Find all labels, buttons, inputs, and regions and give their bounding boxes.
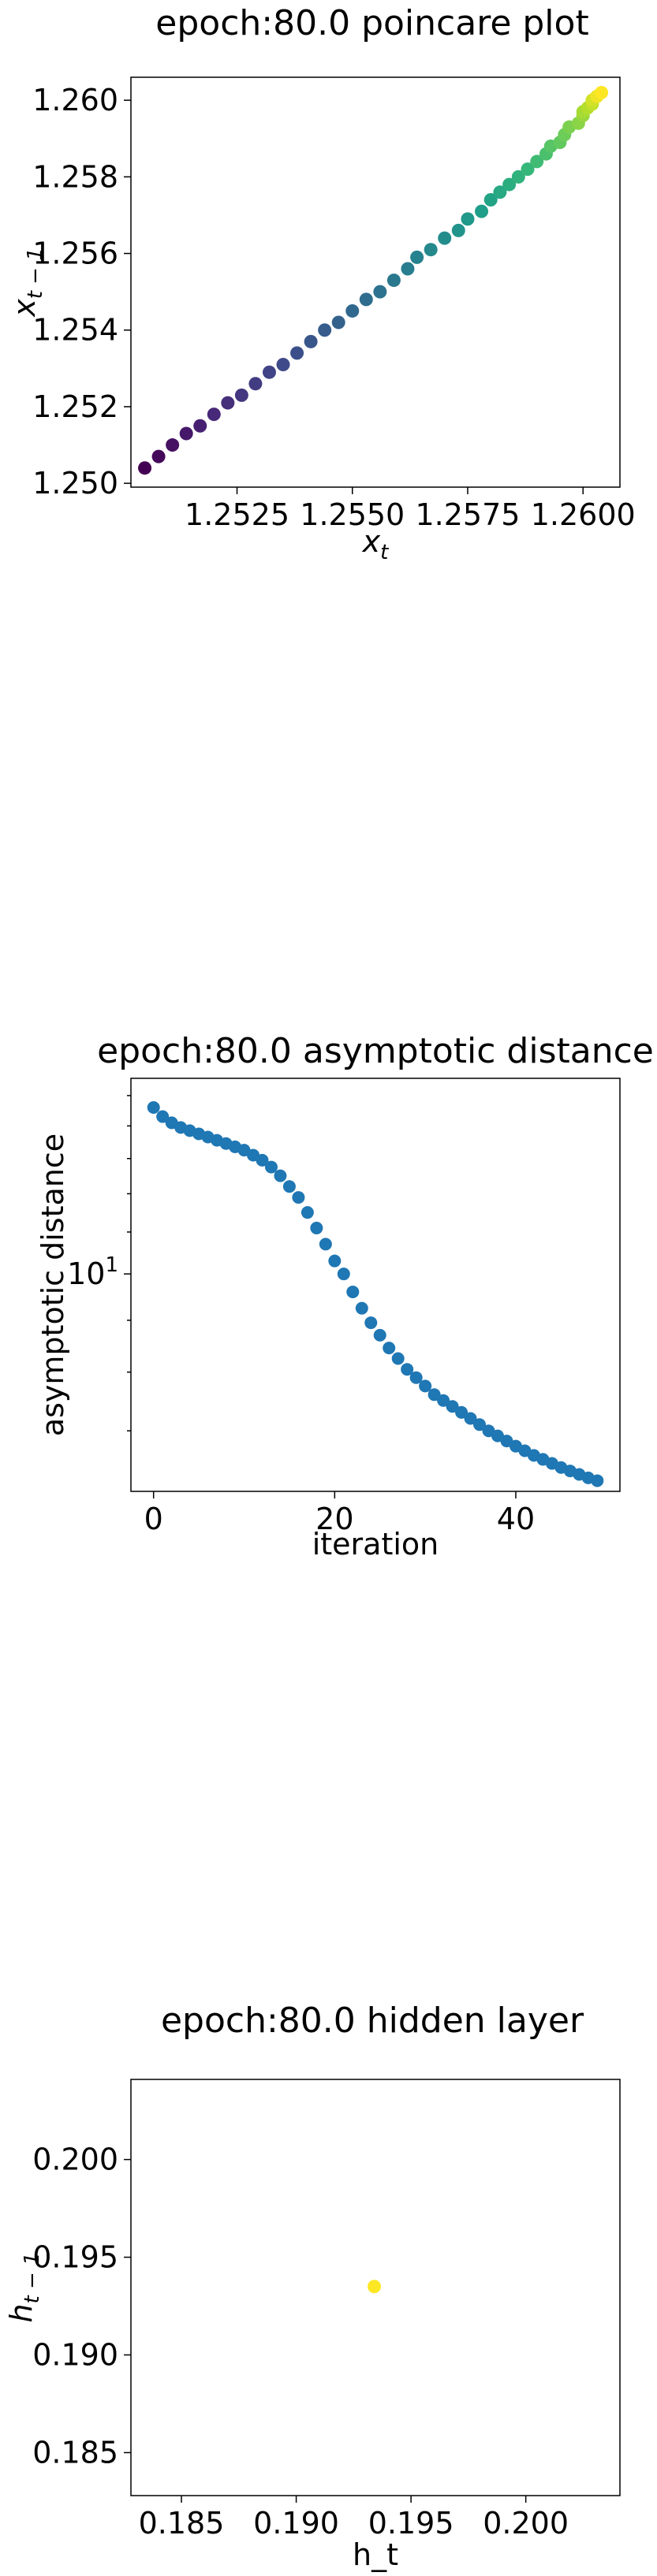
data-point [166, 438, 179, 452]
data-point [345, 304, 359, 318]
y-tick-label: 101 [67, 1253, 118, 1291]
data-point [180, 426, 193, 440]
data-point [364, 1316, 377, 1329]
data-point [221, 396, 234, 410]
chart-title: epoch:80.0 asymptotic distance [97, 1031, 654, 1071]
data-point [387, 274, 401, 287]
x-tick-label: 1.2575 [415, 497, 520, 532]
y-tick-label: 0.200 [32, 2142, 118, 2177]
data-point [338, 1268, 350, 1280]
data-point [138, 461, 151, 475]
poincare-plot-figure: epoch:80.0 poincare plot 1.2525 1.2550 1.2… [0, 0, 657, 583]
data-point [346, 1286, 359, 1298]
x-tick-label: 1.2550 [300, 497, 405, 532]
chart-title: epoch:80.0 hidden layer [161, 2001, 584, 2041]
data-point [310, 1222, 323, 1234]
data-point [461, 212, 474, 225]
y-axis-label: ht − 1 [4, 2252, 44, 2322]
data-point [374, 1329, 386, 1342]
data-point [290, 346, 304, 359]
data-point [147, 1101, 160, 1114]
data-point [274, 1170, 286, 1182]
data-point [475, 205, 488, 218]
y-tick-label: 0.195 [32, 2240, 118, 2275]
asymptotic-distance-figure: epoch:80.0 asymptotic distance 0 20 40101 … [0, 1017, 657, 1584]
data-point [318, 323, 331, 337]
data-point [265, 1161, 278, 1174]
data-point [424, 243, 438, 256]
y-tick-label: 1.258 [32, 159, 118, 194]
y-tick-label: 1.252 [32, 389, 118, 424]
data-point [328, 1255, 341, 1268]
chart-title: epoch:80.0 poincare plot [155, 3, 588, 43]
data-point [292, 1191, 304, 1204]
data-point [383, 1342, 395, 1354]
x-tick-label: 0 [144, 1502, 163, 1536]
data-point [283, 1180, 296, 1193]
x-axis-label: h_t [353, 2537, 398, 2572]
data-point [277, 358, 290, 371]
x-tick-label: 0.190 [253, 2506, 339, 2541]
x-tick-label: 1.2525 [185, 497, 289, 532]
y-axis-label: xt − 1 [7, 248, 47, 318]
y-tick-label: 1.260 [32, 83, 118, 117]
data-point [332, 316, 345, 329]
x-tick-label: 0.185 [139, 2506, 225, 2541]
y-tick-label: 0.190 [32, 2338, 118, 2373]
data-point [235, 389, 248, 402]
data-point [392, 1353, 405, 1365]
x-axis-label: iteration [312, 1527, 439, 1562]
x-tick-label: 40 [497, 1502, 535, 1536]
data-point [591, 1474, 603, 1487]
data-point [401, 262, 414, 275]
data-point [263, 366, 276, 379]
y-tick-label: 1.254 [32, 313, 118, 348]
data-point [438, 232, 451, 245]
data-point [452, 224, 465, 237]
data-point [193, 419, 207, 433]
hidden-layer-figure: epoch:80.0 hidden layer 0.185 0.190 0.195 0… [0, 2002, 657, 2576]
data-point [356, 1302, 368, 1315]
x-tick-label: 0.195 [368, 2506, 454, 2541]
data-point [410, 251, 424, 264]
data-point [360, 292, 373, 306]
data-point [248, 377, 262, 390]
x-tick-label: 1.2600 [531, 497, 636, 532]
data-point [319, 1238, 332, 1250]
y-tick-label: 0.185 [32, 2435, 118, 2470]
x-tick-label: 0.200 [483, 2506, 569, 2541]
data-point [304, 335, 318, 348]
data-point [207, 408, 221, 421]
y-axis-label: asymptotic distance [35, 1134, 70, 1436]
data-point [373, 285, 386, 299]
y-tick-label: 1.250 [32, 466, 118, 501]
data-point [152, 450, 166, 463]
data-point [368, 2280, 381, 2293]
data-point [301, 1206, 314, 1219]
data-point [595, 86, 608, 99]
